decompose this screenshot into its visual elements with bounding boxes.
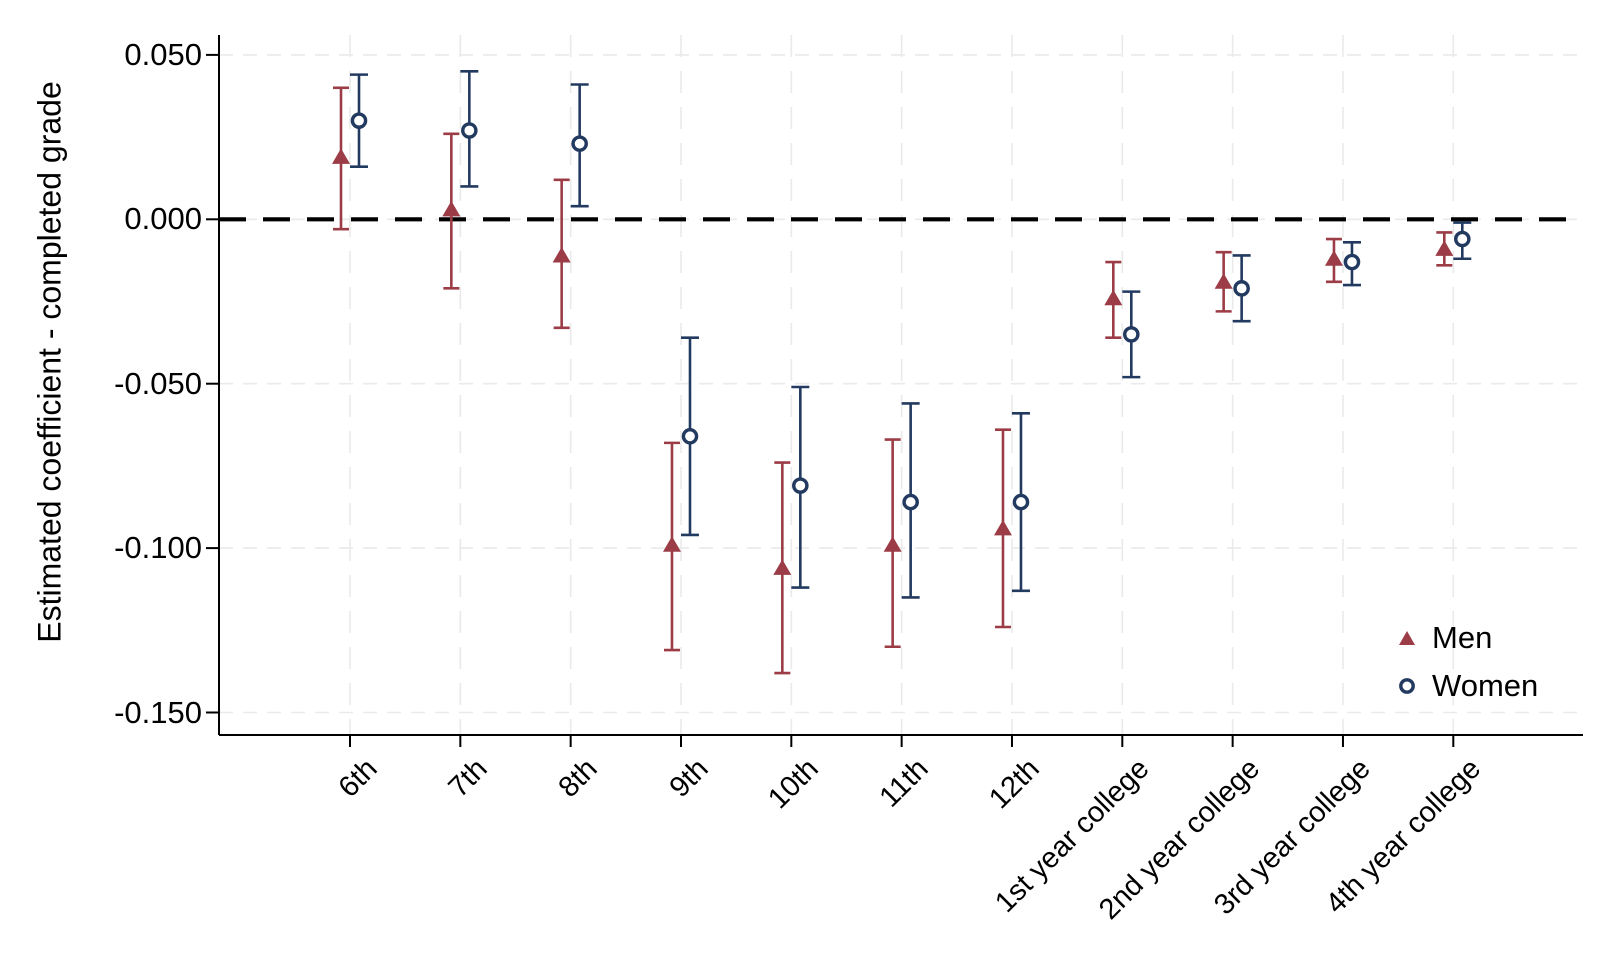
marker-women-circle (1454, 230, 1471, 248)
marker-men-triangle (1435, 240, 1454, 256)
marker-men-triangle (993, 519, 1012, 536)
marker-women-circle (1012, 493, 1030, 511)
marker-women-circle (681, 428, 699, 445)
y-tick-label: -0.050 (114, 365, 202, 401)
legend-item-women: Women (1396, 664, 1538, 708)
marker-men-triangle (662, 536, 681, 552)
marker-men-triangle (1104, 289, 1123, 306)
marker-men-triangle (442, 200, 461, 217)
marker-women-circle (461, 122, 478, 139)
marker-women-circle (1343, 253, 1361, 271)
marker-women-circle (902, 493, 919, 511)
y-tick-label: 0.000 (124, 201, 202, 237)
women-circle-icon (1399, 678, 1415, 694)
marker-women-circle (792, 477, 809, 494)
y-tick-label: 0.050 (124, 36, 202, 72)
marker-men-triangle (1214, 273, 1233, 289)
legend: Men Women (1396, 616, 1538, 708)
legend-label-women: Women (1432, 668, 1539, 703)
marker-men-triangle (773, 559, 792, 575)
legend-item-men: Men (1396, 616, 1538, 660)
marker-women-circle (571, 135, 588, 152)
marker-men-triangle (332, 148, 350, 164)
marker-men-triangle (883, 536, 902, 552)
y-tick-label: -0.100 (114, 530, 202, 566)
marker-women-circle (350, 112, 368, 129)
y-tick-label: -0.150 (114, 694, 202, 730)
legend-label-men: Men (1432, 620, 1493, 655)
marker-women-circle (1123, 326, 1140, 343)
marker-men-triangle (1324, 250, 1343, 266)
marker-women-circle (1233, 280, 1250, 297)
men-triangle-icon (1399, 631, 1415, 645)
marker-men-triangle (552, 246, 571, 263)
